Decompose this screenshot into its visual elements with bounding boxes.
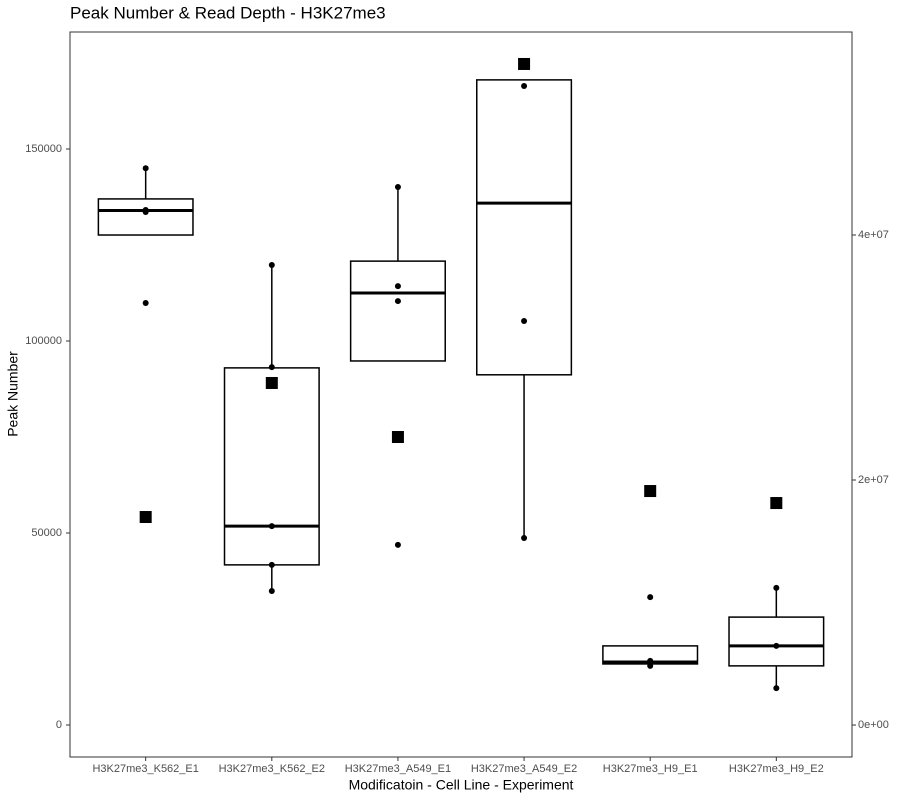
y-tick-label: 100000	[25, 335, 62, 347]
point	[268, 561, 275, 568]
point	[268, 523, 275, 530]
y2-tick-label: 0e+00	[858, 719, 889, 731]
point	[268, 261, 275, 268]
y-tick-label: 0	[56, 719, 62, 731]
point	[773, 685, 780, 692]
box	[223, 367, 320, 566]
y2-tick-label: 2e+07	[858, 474, 889, 486]
point	[142, 299, 149, 306]
point	[394, 298, 401, 305]
point	[268, 587, 275, 594]
point	[268, 364, 275, 371]
read-depth-square	[518, 57, 531, 70]
box	[97, 198, 194, 236]
panel-border	[69, 31, 853, 758]
point	[394, 283, 401, 290]
y-axis-title: Peak Number	[5, 351, 21, 437]
point	[521, 83, 528, 90]
y2-tick-label: 4e+07	[858, 229, 889, 241]
point	[521, 318, 528, 325]
read-depth-square	[139, 511, 152, 524]
read-depth-square	[770, 497, 783, 510]
x-axis-title: Modificatoin - Cell Line - Experiment	[349, 777, 574, 793]
y-tick-label: 150000	[25, 143, 62, 155]
point	[521, 534, 528, 541]
read-depth-square	[391, 431, 404, 444]
x-tick-label: H3K27me3_K562_E1	[92, 763, 198, 775]
read-depth-square	[644, 485, 657, 498]
point	[142, 208, 149, 215]
point	[773, 584, 780, 591]
x-tick-label: H3K27me3_H9_E1	[603, 763, 698, 775]
y-tick-label: 50000	[31, 527, 62, 539]
read-depth-square	[265, 376, 278, 389]
point	[394, 184, 401, 191]
x-tick-label: H3K27me3_K562_E2	[219, 763, 325, 775]
box	[476, 79, 573, 376]
point	[394, 541, 401, 548]
point	[647, 594, 654, 601]
x-tick-label: H3K27me3_H9_E2	[729, 763, 824, 775]
box	[728, 616, 825, 667]
x-tick-label: H3K27me3_A549_E2	[471, 763, 577, 775]
chart-title: Peak Number & Read Depth - H3K27me3	[70, 3, 386, 22]
point	[142, 165, 149, 172]
point	[773, 642, 780, 649]
point	[647, 657, 654, 664]
point	[647, 662, 654, 669]
box	[349, 260, 446, 362]
x-tick-label: H3K27me3_A549_E1	[345, 763, 451, 775]
